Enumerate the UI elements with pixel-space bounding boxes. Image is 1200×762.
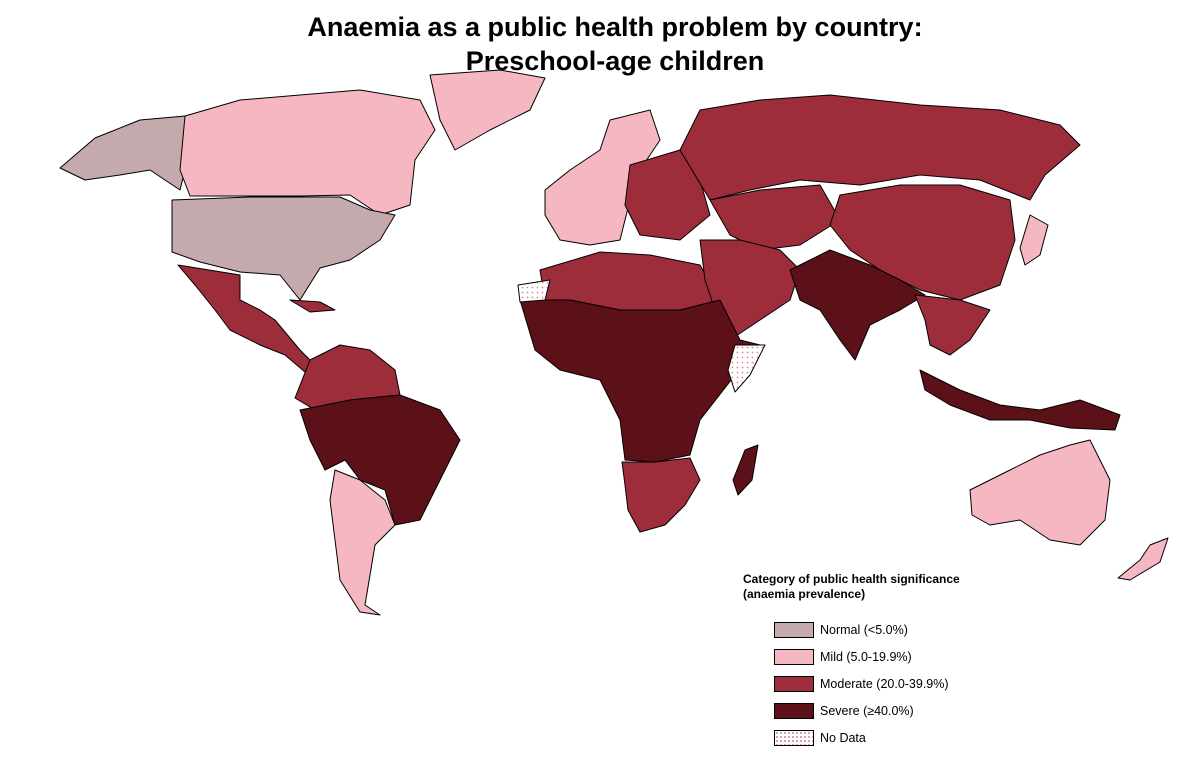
legend-item-severe: Severe (≥40.0%) xyxy=(774,701,1043,721)
legend-item-normal: Normal (<5.0%) xyxy=(774,620,1043,640)
region-japan xyxy=(1019,214,1049,266)
legend-label-normal: Normal (<5.0%) xyxy=(820,623,908,637)
region-somalia xyxy=(727,344,766,393)
region-usa xyxy=(171,196,396,301)
legend-title-line2: (anaemia prevalence) xyxy=(743,587,866,601)
map-title: Anaemia as a public health problem by co… xyxy=(0,10,1200,78)
region-canada xyxy=(179,89,436,216)
legend-items: Normal (<5.0%) Mild (5.0-19.9%) Moderate… xyxy=(774,620,1043,748)
legend-title: Category of public health significance (… xyxy=(743,572,1043,602)
region-brazil-andes xyxy=(299,394,461,526)
legend-swatch-mild xyxy=(774,649,814,665)
legend-label-severe: Severe (≥40.0%) xyxy=(820,704,914,718)
region-central-asia xyxy=(709,184,841,251)
legend-swatch-severe xyxy=(774,703,814,719)
map-title-line1: Anaemia as a public health problem by co… xyxy=(307,12,923,42)
region-australia xyxy=(969,439,1111,546)
region-western-sahara xyxy=(517,279,551,303)
legend-label-nodata: No Data xyxy=(820,731,866,745)
region-southern-cone xyxy=(329,469,396,616)
legend-title-line1: Category of public health significance xyxy=(743,572,960,586)
map-legend: Category of public health significance (… xyxy=(743,572,1043,755)
legend-swatch-normal xyxy=(774,622,814,638)
region-sub-saharan-africa xyxy=(519,299,761,463)
region-south-asia xyxy=(789,249,926,361)
legend-item-moderate: Moderate (20.0-39.9%) xyxy=(774,674,1043,694)
region-caribbean xyxy=(289,299,336,313)
region-madagascar xyxy=(732,444,759,496)
region-new-zealand xyxy=(1117,537,1169,581)
region-indonesia-png xyxy=(919,369,1121,431)
region-russia xyxy=(679,94,1081,201)
legend-item-nodata: No Data xyxy=(774,728,1043,748)
region-greenland xyxy=(429,69,546,151)
legend-item-mild: Mild (5.0-19.9%) xyxy=(774,647,1043,667)
region-southeast-asia xyxy=(914,294,991,356)
region-china xyxy=(829,184,1016,301)
legend-swatch-nodata xyxy=(774,730,814,746)
map-title-line2: Preschool-age children xyxy=(465,46,765,76)
region-southern-africa xyxy=(621,457,701,533)
legend-label-mild: Mild (5.0-19.9%) xyxy=(820,650,912,664)
legend-swatch-moderate xyxy=(774,676,814,692)
legend-label-moderate: Moderate (20.0-39.9%) xyxy=(820,677,949,691)
